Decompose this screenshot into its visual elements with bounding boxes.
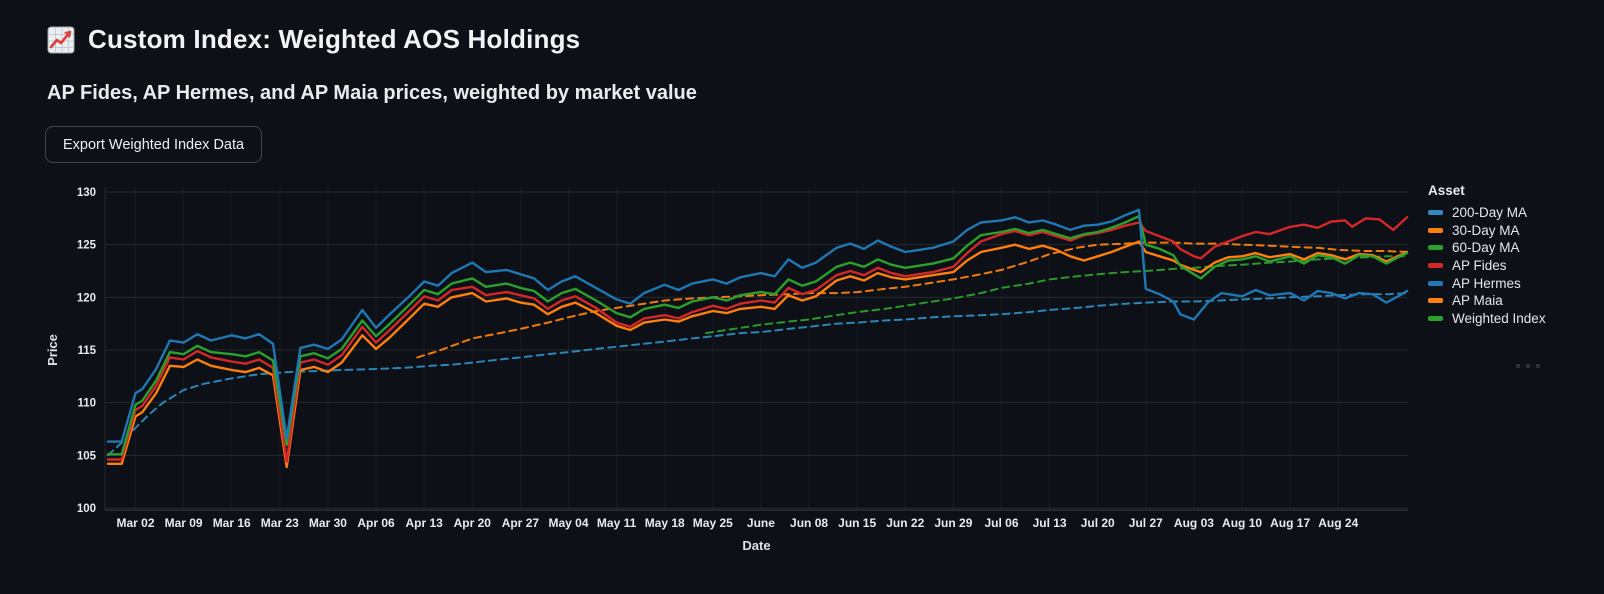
- legend-item-label: 200-Day MA: [1452, 205, 1528, 221]
- legend-item-label: AP Hermes: [1452, 275, 1521, 291]
- page-header: Custom Index: Weighted AOS Holdings: [47, 24, 580, 55]
- page-title: Custom Index: Weighted AOS Holdings: [88, 24, 581, 54]
- x-axis-tick-label: Mar 09: [165, 516, 203, 530]
- x-axis-tick-label: May 18: [645, 516, 685, 530]
- x-axis-tick-label: Mar 16: [213, 516, 251, 530]
- legend-item-weighted-index: Weighted Index: [1428, 310, 1598, 328]
- x-axis-tick-label: Jul 13: [1033, 516, 1067, 530]
- legend-item-ap-fides: AP Fides: [1428, 257, 1598, 275]
- x-axis-tick-label: May 04: [548, 516, 588, 530]
- x-axis-tick-label: Apr 06: [357, 516, 395, 530]
- series-line-weighted-index: [106, 215, 1409, 456]
- x-axis-title: Date: [742, 538, 770, 553]
- x-axis-tick-label: Jun 29: [934, 516, 972, 530]
- chart-legend: Asset 200-Day MA 30-Day MA 60-Day MA AP Fid…: [1428, 183, 1598, 327]
- legend-swatch-icon: [1428, 315, 1443, 321]
- y-axis-tick-label: 105: [77, 450, 97, 462]
- x-axis-tick-label: Jul 20: [1081, 516, 1115, 530]
- y-axis-tick-label: 110: [77, 398, 96, 410]
- series-line-ap-fides: [106, 216, 1409, 463]
- y-axis-tick-label: 125: [77, 240, 97, 252]
- legend-item-30-day-ma: 30-Day MA: [1428, 222, 1598, 240]
- series-line-ap-hermes: [106, 208, 1409, 443]
- legend-item-label: AP Maia: [1452, 293, 1503, 309]
- legend-items: 200-Day MA 30-Day MA 60-Day MA AP Fides AP H…: [1428, 204, 1598, 327]
- export-weighted-index-button[interactable]: Export Weighted Index Data: [45, 126, 263, 163]
- x-axis-tick-label: Apr 13: [405, 516, 443, 530]
- x-axis-tick-label: Jun 08: [790, 516, 828, 530]
- x-axis-tick-label: Mar 23: [261, 516, 299, 530]
- x-axis-tick-label: Jul 06: [984, 516, 1018, 530]
- x-axis-tick-label: Aug 03: [1174, 516, 1214, 530]
- legend-item-label: Weighted Index: [1452, 310, 1546, 326]
- legend-swatch-icon: [1428, 210, 1443, 216]
- legend-swatch-icon: [1428, 245, 1443, 251]
- legend-item-label: AP Fides: [1452, 258, 1507, 274]
- legend-item-label: 60-Day MA: [1452, 240, 1520, 256]
- y-axis-title: Price: [45, 334, 60, 366]
- x-axis-tick-label: Apr 20: [454, 516, 492, 530]
- legend-swatch-icon: [1428, 227, 1443, 233]
- chart-canvas[interactable]: 100 105 110 115 120 125 130 Mar 02 Mar 09 Mar 16 M…: [0, 175, 1604, 589]
- x-axis-tick-label: May 11: [597, 516, 637, 530]
- x-axis-tick-label: June: [747, 516, 775, 530]
- series-line-200-day-ma: [107, 292, 1408, 457]
- legend-item-200-day-ma: 200-Day MA: [1428, 204, 1598, 222]
- x-axis-tick-label: Aug 24: [1318, 516, 1358, 530]
- legend-title: Asset: [1428, 183, 1465, 198]
- series-line-60-day-ma: [705, 255, 1408, 335]
- x-axis-tick-label: Mar 02: [116, 516, 154, 530]
- legend-swatch-icon: [1428, 298, 1443, 304]
- x-axis-tick-label: May 25: [693, 516, 733, 530]
- legend-item-ap-maia: AP Maia: [1428, 292, 1598, 310]
- legend-swatch-icon: [1428, 263, 1443, 269]
- chart-increasing-icon: [47, 26, 75, 54]
- y-axis-tick-label: 130: [77, 187, 96, 199]
- price-chart-figure: 100 105 110 115 120 125 130 Mar 02 Mar 09 Mar 16 M…: [0, 175, 1604, 589]
- legend-item-label: 30-Day MA: [1452, 222, 1520, 238]
- legend-swatch-icon: [1428, 280, 1443, 286]
- x-axis-tick-label: Apr 27: [502, 516, 540, 530]
- x-axis-tick-label: Jul 27: [1129, 516, 1163, 530]
- x-axis-tick-label: Mar 30: [309, 516, 347, 530]
- legend-item-60-day-ma: 60-Day MA: [1428, 239, 1598, 257]
- x-axis-tick-label: Aug 17: [1270, 516, 1310, 530]
- y-axis-tick-label: 115: [77, 345, 96, 357]
- series-line-ap-maia: [106, 240, 1409, 469]
- x-axis-tick-label: Aug 10: [1222, 516, 1262, 530]
- chart-toolbar-ellipsis-icon[interactable]: [1516, 364, 1540, 368]
- page-subtitle: AP Fides, AP Hermes, and AP Maia prices,…: [47, 82, 697, 104]
- legend-item-ap-hermes: AP Hermes: [1428, 274, 1598, 292]
- y-axis-tick-label: 120: [77, 292, 96, 304]
- x-axis-tick-label: Jun 15: [838, 516, 876, 530]
- y-axis-tick-label: 100: [77, 503, 96, 515]
- x-axis-tick-label: Jun 22: [886, 516, 924, 530]
